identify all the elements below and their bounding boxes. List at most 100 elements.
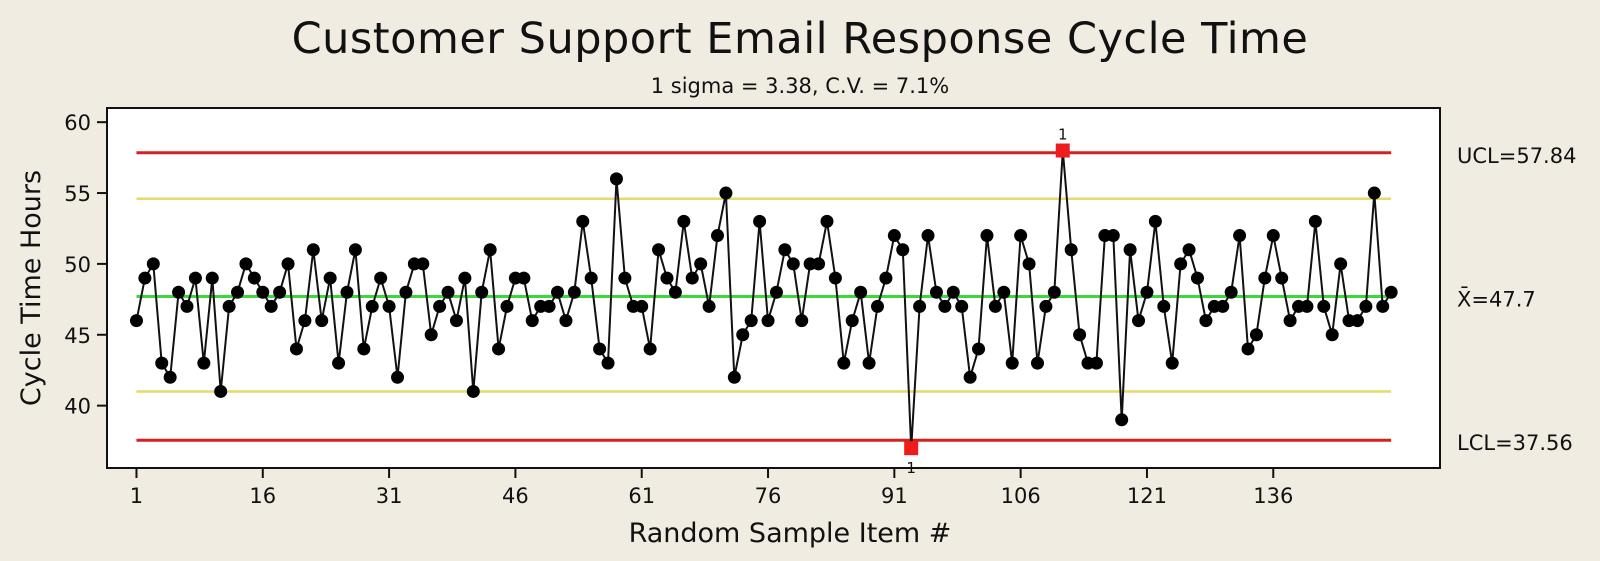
data-point bbox=[879, 271, 893, 285]
lcl-label: LCL=37.56 bbox=[1457, 431, 1573, 455]
x-tick-label: 76 bbox=[755, 484, 782, 508]
data-point bbox=[1350, 314, 1364, 328]
data-point bbox=[702, 299, 716, 313]
data-point bbox=[1308, 214, 1322, 228]
data-point bbox=[677, 214, 691, 228]
center-label: X̄=47.7 bbox=[1457, 287, 1536, 312]
data-point bbox=[1182, 243, 1196, 257]
data-point bbox=[1089, 356, 1103, 370]
y-tick-label: 45 bbox=[64, 324, 91, 348]
data-point bbox=[786, 257, 800, 271]
data-point bbox=[214, 384, 228, 398]
data-point bbox=[1174, 257, 1188, 271]
x-axis-label: Random Sample Item # bbox=[629, 518, 952, 549]
x-tick-label: 1 bbox=[130, 484, 143, 508]
y-axis-label: Cycle Time Hours bbox=[16, 170, 47, 406]
data-point bbox=[416, 257, 430, 271]
x-tick-label: 91 bbox=[881, 484, 908, 508]
data-point bbox=[239, 257, 253, 271]
data-point bbox=[1367, 186, 1381, 200]
data-point bbox=[559, 314, 573, 328]
y-tick-label: 60 bbox=[64, 111, 91, 135]
data-point bbox=[315, 314, 329, 328]
data-point bbox=[1106, 229, 1120, 243]
data-point bbox=[744, 314, 758, 328]
data-point bbox=[264, 299, 278, 313]
data-point bbox=[298, 314, 312, 328]
data-point bbox=[1148, 214, 1162, 228]
data-point bbox=[601, 356, 615, 370]
data-point bbox=[753, 214, 767, 228]
data-point bbox=[635, 299, 649, 313]
data-point bbox=[1359, 299, 1373, 313]
data-point bbox=[205, 271, 219, 285]
out-of-control-point bbox=[904, 441, 919, 456]
data-point bbox=[475, 285, 489, 299]
axes: 1 16 31 46 61 76 91 106 121 136 40 45 50 55 60 bbox=[64, 111, 1293, 508]
data-point bbox=[567, 285, 581, 299]
x-tick-label: 61 bbox=[628, 484, 655, 508]
data-point bbox=[433, 299, 447, 313]
data-point bbox=[896, 243, 910, 257]
data-point bbox=[1384, 285, 1398, 299]
data-point bbox=[938, 299, 952, 313]
data-point bbox=[963, 370, 977, 384]
chart-title: Customer Support Email Response Cycle Ti… bbox=[291, 14, 1309, 64]
data-point bbox=[862, 356, 876, 370]
data-point bbox=[845, 314, 859, 328]
data-point bbox=[1275, 271, 1289, 285]
data-point bbox=[1283, 314, 1297, 328]
data-point bbox=[138, 271, 152, 285]
data-point bbox=[778, 243, 792, 257]
chart-subtitle: 1 sigma = 3.38, C.V. = 7.1% bbox=[650, 74, 950, 98]
data-point bbox=[870, 299, 884, 313]
y-tick-label: 40 bbox=[64, 395, 91, 419]
data-point bbox=[1300, 299, 1314, 313]
data-point bbox=[576, 214, 590, 228]
data-point bbox=[172, 285, 186, 299]
data-point bbox=[1199, 314, 1213, 328]
data-point bbox=[921, 229, 935, 243]
data-point bbox=[1132, 314, 1146, 328]
data-point bbox=[955, 299, 969, 313]
data-point bbox=[972, 342, 986, 356]
data-point bbox=[256, 285, 270, 299]
data-point bbox=[1241, 342, 1255, 356]
data-point bbox=[399, 285, 413, 299]
data-point bbox=[887, 229, 901, 243]
data-point bbox=[281, 257, 295, 271]
data-point bbox=[761, 314, 775, 328]
x-tick-label: 136 bbox=[1253, 484, 1293, 508]
data-point bbox=[441, 285, 455, 299]
data-point bbox=[382, 299, 396, 313]
data-point bbox=[719, 186, 733, 200]
data-point bbox=[652, 243, 666, 257]
data-point bbox=[812, 257, 826, 271]
data-point bbox=[146, 257, 160, 271]
data-point bbox=[273, 285, 287, 299]
data-point bbox=[988, 299, 1002, 313]
x-tick-label: 16 bbox=[249, 484, 276, 508]
data-point bbox=[188, 271, 202, 285]
data-point bbox=[222, 299, 236, 313]
data-point bbox=[551, 285, 565, 299]
data-point bbox=[685, 271, 699, 285]
data-point bbox=[365, 299, 379, 313]
data-point bbox=[374, 271, 388, 285]
data-point bbox=[668, 285, 682, 299]
data-point bbox=[449, 314, 463, 328]
data-series: 11 bbox=[129, 126, 1398, 477]
data-point bbox=[1266, 229, 1280, 243]
data-point bbox=[348, 243, 362, 257]
data-point bbox=[1224, 285, 1238, 299]
x-tick-label: 31 bbox=[376, 484, 403, 508]
data-point bbox=[736, 328, 750, 342]
data-point bbox=[129, 314, 143, 328]
data-point bbox=[517, 271, 531, 285]
data-point bbox=[609, 172, 623, 186]
data-point bbox=[332, 356, 346, 370]
data-point bbox=[1005, 356, 1019, 370]
data-point bbox=[769, 285, 783, 299]
data-point bbox=[500, 299, 514, 313]
